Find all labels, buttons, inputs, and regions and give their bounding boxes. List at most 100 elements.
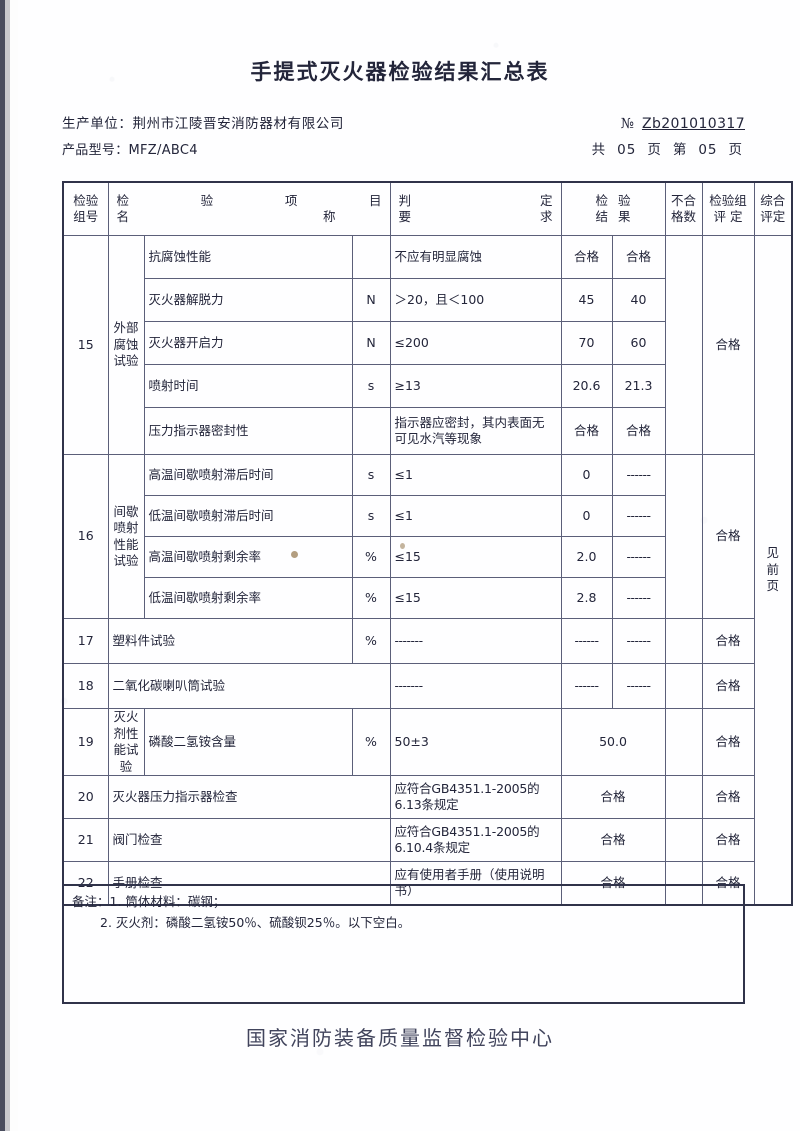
th-group-no-line2: 组号 [73,209,99,224]
cell-result-2: 合格 [611,235,666,279]
group-label-line: 试验 [113,553,139,568]
cell-fail-count [664,708,703,776]
cell-requirement: ------- [389,663,562,709]
cell-fail-count [664,663,703,709]
cell-item-name: 灭火器压力指示器检查 [107,775,391,819]
th-group-no-line1: 检验 [73,192,99,208]
cell-unit [351,235,391,279]
cell-group-eval: 合格 [701,454,755,619]
cell-requirement: 不应有明显腐蚀 [389,235,562,279]
table-row: 16 间歇 喷射 性能 试验 高温间歇喷射滞后时间 s ≤1 0 ------ … [62,454,792,619]
cell-fail-count [664,454,703,619]
th-group-eval-c1: 评 [713,209,726,224]
cell-fail-count [664,775,703,819]
cell-result-2: ------ [611,663,666,709]
cell-item-name: 压力指示器密封性 [143,407,353,455]
cell-item-name: 磷酸二氢铵含量 [143,708,353,776]
number-symbol: № [620,116,635,132]
total-pages: 05 [617,142,637,158]
th-requirement: 判 定 要 求 [389,181,562,236]
group-label-line: 腐蚀 [113,336,139,352]
cell-result-2: ------ [611,536,666,578]
cell-result-2: ------ [611,618,666,664]
model-value: MFZ/ABC4 [128,143,198,158]
cell-unit: % [351,577,391,619]
th-item-c5: 名 [116,209,130,224]
cell-group-eval: 合格 [701,861,755,906]
th-item-c2: 验 [200,192,214,208]
cell-result-2: 40 [611,278,666,322]
remarks-text-2: 2. 灭火剂：磷酸二氢铵50％、硫酸钡25％。以下空白。 [100,914,411,930]
page-number: 05 [698,142,718,158]
inspection-results-table: 检验 组号 检 验 项 目 名 [62,181,793,906]
group-label-line: 喷射 [113,520,139,535]
th-req-c3: 要 [398,209,412,224]
th-group-eval-c2: 定 [729,209,743,224]
cell-item-name: 阀门检查 [107,818,391,862]
cell-requirement: ≥13 [389,364,562,408]
meta-row-model: 产品型号：MFZ/ABC4 共 05 页 第 05 页 [62,138,745,164]
th-group-eval-line1: 检验组 [709,192,747,208]
inspection-table-wrapper: 检验 组号 检 验 项 目 名 [62,181,793,906]
cell-result-1: 70 [560,321,613,365]
meta-block: 生产单位：荆州市江陵晋安消防器材有限公司 № Zb201010317 产品型号：… [62,112,745,164]
cell-requirement: 50±3 [389,708,562,776]
remarks-text-1: 1. 筒体材料：碳钢； [109,894,226,909]
cell-group-eval: 合格 [701,775,755,819]
table-row: 21 阀门检查 应符合GB4351.1-2005的6.10.4条规定 合格 合格 [62,818,792,862]
page-title: 手提式灭火器检验结果汇总表 [250,60,550,84]
th-overall-eval: 综合 评定 [753,181,793,236]
cell-result-1: 合格 [560,235,613,279]
cell-item-name: 灭火器解脱力 [143,278,353,322]
cell-result-1: ------ [560,663,613,709]
remarks-label: 备注： [72,894,110,909]
cell-group-eval: 合格 [701,235,755,455]
cell-requirement: ＞20，且＜100 [389,278,562,322]
group-label-line: 试验 [113,353,139,369]
cell-result-2: 合格 [611,407,666,455]
th-item-c4: 目 [368,192,382,208]
cell-item-name: 手册检查 [107,861,391,906]
cell-unit [351,407,391,455]
th-result-c4: 果 [618,209,631,224]
cell-group-no: 17 [62,618,109,664]
cell-result-1: 45 [560,278,613,322]
cell-result-1: 2.0 [560,536,613,578]
cell-unit: s [351,495,391,537]
th-result: 检 验 结 果 [560,181,666,236]
report-number-value: Zb201010317 [641,116,745,132]
cell-fail-count [664,818,703,862]
cell-requirement: ≤15 [389,536,562,578]
pagination: 共 05 页 第 05 页 [590,138,745,158]
cell-result-2: 60 [611,321,666,365]
cell-result-span: 合格 [560,775,666,819]
cell-group-no: 16 [62,454,109,619]
cell-group-eval: 合格 [701,663,755,709]
cell-requirement: ≤200 [389,321,562,365]
table-row: 灭火器解脱力 N ＞20，且＜100 45 40 [63,278,792,322]
cell-result-1: ------ [560,618,613,664]
cell-requirement: ≤1 [389,454,562,496]
cell-result-1: 0 [560,454,613,496]
cell-unit: s [351,364,391,408]
table-header-row: 检验 组号 检 验 项 目 名 [62,181,793,236]
cell-unit: N [351,278,391,322]
table-row: 17 塑料件试验 % ------- ------ ------ 合格 [62,618,792,664]
cell-group-no: 18 [62,663,109,709]
issuing-authority: 国家消防装备质量监督检验中心 [246,1026,554,1050]
item-name-text: 高温间歇喷射剩余率 [148,548,262,564]
table-row: 低温间歇喷射剩余率 % ≤15 2.8 ------ [63,577,792,619]
cell-group-no: 22 [62,861,109,906]
table-row: 高温间歇喷射剩余率 % ≤15 2.0 ------ [63,536,792,578]
report-number-field: № Zb201010317 [621,116,745,132]
cell-item-name: 低温间歇喷射剩余率 [143,577,353,619]
cell-fail-count [664,235,703,455]
table-row: 20 灭火器压力指示器检查 应符合GB4351.1-2005的6.13条规定 合… [62,775,792,819]
cell-unit: % [351,536,391,578]
overall-eval-text: 见前页 [766,545,780,594]
cell-result-span: 50.0 [560,708,666,776]
table-row: 18 二氧化碳喇叭筒试验 ------- ------ ------ 合格 [62,663,792,709]
th-item-c1: 检 [116,192,130,208]
cell-overall-eval: 见前页 [753,235,793,906]
cell-requirement: ≤1 [389,495,562,537]
